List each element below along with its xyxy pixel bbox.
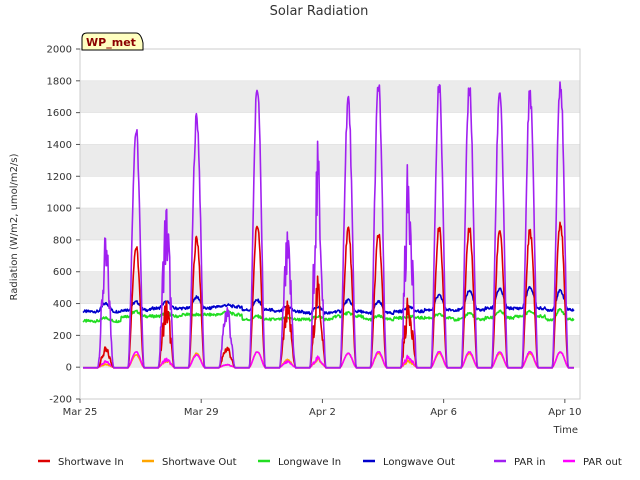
legend-label: Shortwave Out [162,457,237,468]
legend-label: PAR in [514,457,545,468]
legend-label: Longwave Out [383,457,455,468]
chart-title: Solar Radiation [270,4,369,19]
badge-label: WP_met [86,36,136,49]
y-tick-label: 400 [53,299,72,310]
grid-band [80,112,580,145]
y-tick-label: 1000 [47,204,72,215]
legend-label: PAR out [583,457,622,468]
badge-shape [81,32,144,51]
y-tick-label: 800 [53,235,72,246]
x-tick-label: Apr 2 [309,407,336,418]
x-axis-ticks: Mar 25 Mar 29 Apr 2 Apr 6 Apr 10 [63,399,581,418]
y-tick-label: 1200 [47,172,72,183]
plot-area [79,48,581,400]
x-tick-label: Mar 25 [63,407,98,418]
grid-band [80,144,580,177]
grid-band [80,176,580,209]
y-axis-label: Radiation (W/m2, umol/m2/s) [9,153,20,300]
y-tick-label: 1800 [47,76,72,87]
y-tick-label: 2000 [47,45,72,56]
series-line-longwave_out [82,285,575,316]
background-bands [80,48,580,400]
x-axis-label: Time [553,425,578,436]
legend-label: Longwave In [278,457,341,468]
y-tick-label: 1600 [47,108,72,119]
y-tick-label: 600 [53,267,72,278]
legend: Shortwave In Shortwave Out Longwave In Long… [38,457,622,468]
grid-band [80,80,580,113]
y-tick-label: 0 [66,363,72,374]
series-lines [82,81,575,369]
x-tick-label: Apr 6 [430,407,457,418]
grid-band [80,208,580,240]
y-tick-label: -200 [49,395,72,406]
x-tick-label: Apr 10 [548,407,581,418]
x-tick-label: Mar 29 [184,407,219,418]
grid-band [80,49,580,81]
station-badge: WP_met [81,32,144,51]
series-line-par_in [82,81,575,369]
grid-band [80,367,580,399]
legend-label: Shortwave In [58,457,124,468]
y-axis-ticks: -200 0 200 400 600 800 1000 1200 1400 1600 1800 200… [47,45,80,406]
y-tick-label: 1400 [47,140,72,151]
y-tick-label: 200 [53,331,72,342]
